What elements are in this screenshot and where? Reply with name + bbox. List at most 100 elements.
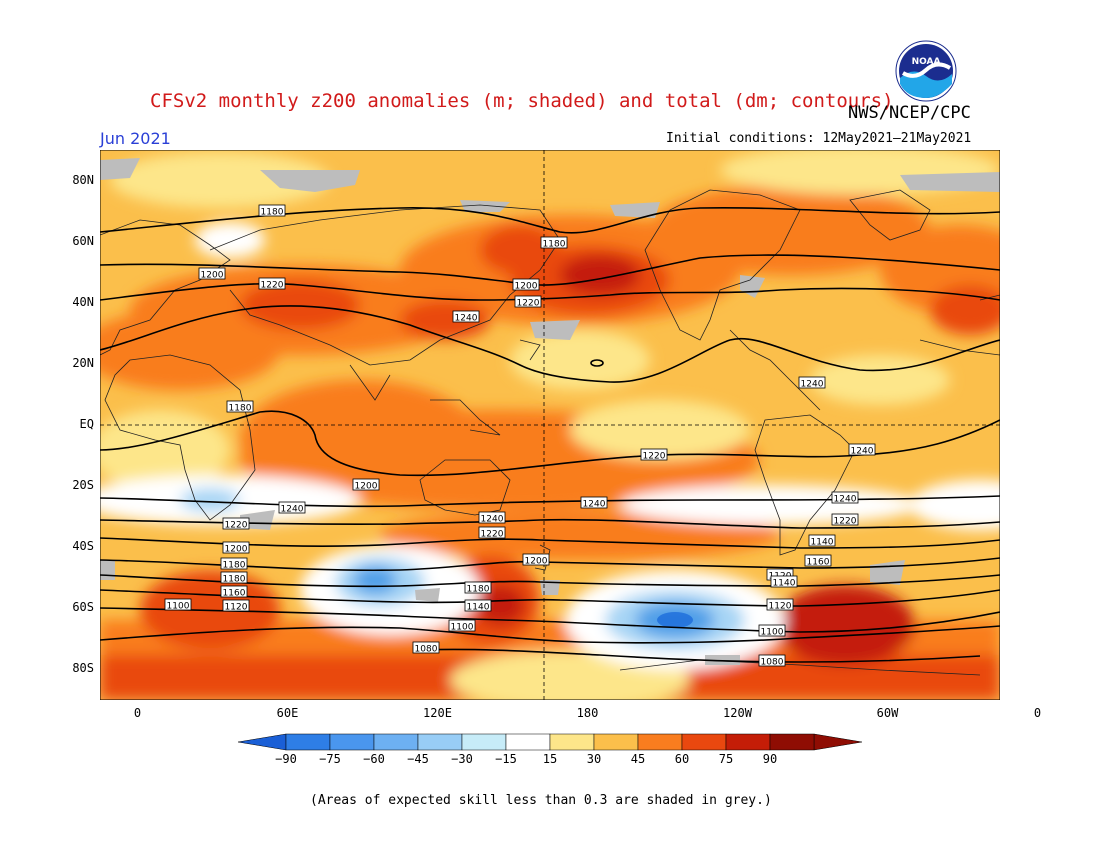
colorbar-label: −15 xyxy=(495,752,517,766)
contour-label: 1140 xyxy=(808,534,836,548)
noaa-logo: NOAA xyxy=(895,40,957,102)
svg-text:1220: 1220 xyxy=(481,530,504,540)
anomaly-map: 1180 1200 1220 1240 1180 1200 1220 1240 1180 1200… xyxy=(100,150,1000,700)
colorbar-label: −75 xyxy=(319,752,341,766)
lon-label: 60E xyxy=(276,706,299,720)
svg-text:1240: 1240 xyxy=(801,380,824,390)
contour-label: 1180 xyxy=(220,557,248,571)
forecast-month: Jun 2021 xyxy=(100,129,171,148)
colorbar-swatch xyxy=(593,733,639,751)
lon-label: 120E xyxy=(423,706,452,720)
contour-label: 1220 xyxy=(222,517,250,531)
contour-label: 1240 xyxy=(798,376,826,390)
svg-text:1180: 1180 xyxy=(223,561,246,571)
svg-text:1180: 1180 xyxy=(543,240,566,250)
colorbar-label: 60 xyxy=(674,752,690,766)
contour-label: 1240 xyxy=(478,511,506,525)
contour-label: 1200 xyxy=(198,267,226,281)
svg-text:1180: 1180 xyxy=(467,585,490,595)
svg-text:1160: 1160 xyxy=(807,558,830,568)
contour-label: 1220 xyxy=(514,295,542,309)
svg-text:1240: 1240 xyxy=(851,447,874,457)
colorbar-swatch xyxy=(681,733,727,751)
svg-text:1200: 1200 xyxy=(225,545,248,555)
colorbar-label: 75 xyxy=(718,752,734,766)
lat-label: 80S xyxy=(72,661,94,676)
colorbar-label: −60 xyxy=(363,752,385,766)
svg-text:1140: 1140 xyxy=(467,603,490,613)
contour-label: 1200 xyxy=(222,541,250,555)
lon-label: 180 xyxy=(576,706,599,720)
colorbar-swatch xyxy=(725,733,771,751)
colorbar-swatch xyxy=(637,733,683,751)
svg-text:1200: 1200 xyxy=(355,482,378,492)
svg-text:1240: 1240 xyxy=(834,495,857,505)
lat-label: 60N xyxy=(72,233,94,248)
svg-text:1200: 1200 xyxy=(515,282,538,292)
lat-label: 40S xyxy=(72,539,94,554)
contour-label: 1200 xyxy=(512,278,540,292)
colorbar xyxy=(238,733,862,751)
colorbar-label: −90 xyxy=(275,752,297,766)
svg-text:1100: 1100 xyxy=(451,623,474,633)
colorbar-arrow-right xyxy=(813,733,862,751)
svg-text:1140: 1140 xyxy=(773,579,796,589)
svg-text:1240: 1240 xyxy=(455,314,478,324)
contour-label: 1200 xyxy=(522,553,550,567)
contour-label: 1240 xyxy=(278,501,306,515)
svg-text:1180: 1180 xyxy=(229,404,252,414)
colorbar-arrow-left xyxy=(238,733,287,751)
svg-text:1180: 1180 xyxy=(261,208,284,218)
colorbar-swatch xyxy=(505,733,551,751)
svg-text:1240: 1240 xyxy=(481,515,504,525)
svg-text:1220: 1220 xyxy=(517,299,540,309)
footnote: (Areas of expected skill less than 0.3 a… xyxy=(310,793,772,808)
svg-text:1100: 1100 xyxy=(761,628,784,638)
svg-text:1180: 1180 xyxy=(223,575,246,585)
colorbar-swatch xyxy=(329,733,375,751)
lat-label: 80N xyxy=(72,172,94,187)
lat-label: 20N xyxy=(72,355,94,370)
svg-text:1220: 1220 xyxy=(834,517,857,527)
svg-text:1160: 1160 xyxy=(223,589,246,599)
initial-conditions: Initial conditions: 12May2021–21May2021 xyxy=(666,131,972,146)
svg-text:1240: 1240 xyxy=(281,505,304,515)
svg-text:1220: 1220 xyxy=(225,521,248,531)
svg-text:1120: 1120 xyxy=(225,603,248,613)
contour-labels: 1180 1200 1220 1240 1180 1200 1220 1240 1180 1200… xyxy=(164,204,876,668)
svg-text:1100: 1100 xyxy=(167,602,190,612)
contour-label: 1080 xyxy=(758,654,786,668)
svg-text:1080: 1080 xyxy=(415,645,438,655)
lon-label: 0 xyxy=(133,706,142,720)
contour-label: 1220 xyxy=(831,513,859,527)
colorbar-swatch xyxy=(373,733,419,751)
svg-text:1120: 1120 xyxy=(769,602,792,612)
lon-label: 60W xyxy=(876,706,899,720)
agency-label: NWS/NCEP/CPC xyxy=(848,103,971,123)
coastlines xyxy=(100,189,1000,676)
lat-label: 20S xyxy=(72,478,94,493)
low-skill-areas xyxy=(100,158,1000,665)
logo-text: NOAA xyxy=(912,57,941,67)
contour-label: 1240 xyxy=(831,491,859,505)
contour-label: 1200 xyxy=(352,478,380,492)
contour-label: 1120 xyxy=(222,599,250,613)
colorbar-swatch xyxy=(285,733,331,751)
lat-label: 60S xyxy=(72,600,94,615)
contour-label: 1100 xyxy=(758,624,786,638)
contour-label: 1220 xyxy=(258,277,286,291)
colorbar-label: 45 xyxy=(630,752,646,766)
lat-label: 40N xyxy=(72,294,94,309)
contour-label: 1220 xyxy=(640,448,668,462)
colorbar-swatch xyxy=(549,733,595,751)
contour-label: 1140 xyxy=(770,575,798,589)
map-title: CFSv2 monthly z200 anomalies (m; shaded)… xyxy=(150,90,894,112)
svg-text:1080: 1080 xyxy=(761,658,784,668)
contour-label: 1220 xyxy=(478,526,506,540)
contour-label: 1100 xyxy=(164,598,192,612)
colorbar-label: −30 xyxy=(451,752,473,766)
contour-label: 1180 xyxy=(226,400,254,414)
svg-text:1200: 1200 xyxy=(201,271,224,281)
colorbar-swatch xyxy=(461,733,507,751)
contour-label: 1240 xyxy=(452,310,480,324)
